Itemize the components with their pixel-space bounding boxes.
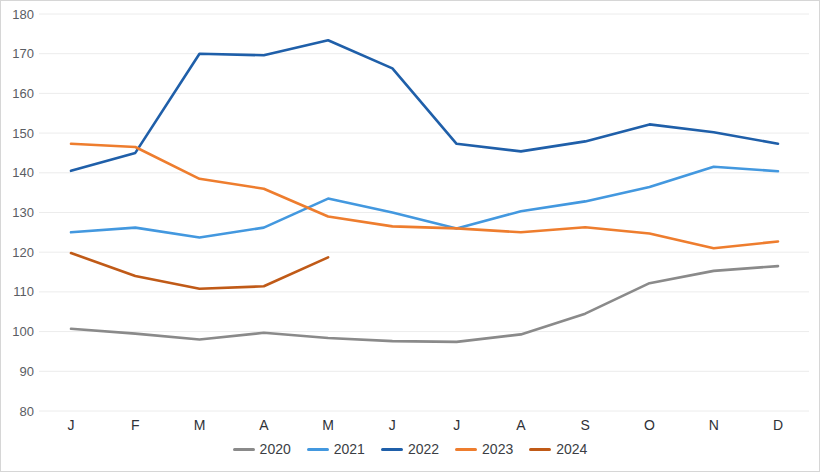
x-axis-month-label: D — [773, 417, 783, 433]
legend-swatch-2024 — [529, 448, 551, 451]
x-axis-month-label: J — [68, 417, 75, 433]
x-axis-month-label: M — [194, 417, 206, 433]
legend-item-2022: 2022 — [381, 441, 439, 457]
legend-item-2023: 2023 — [455, 441, 513, 457]
legend-swatch-2020 — [233, 448, 255, 451]
y-axis-tick-label: 160 — [12, 86, 34, 101]
chart-container: 80 90 100 110 120 130 140 150 160 170 180 J F M A M J J A S… — [0, 0, 820, 472]
y-axis-tick-label: 130 — [12, 205, 34, 220]
x-axis-month-label: J — [453, 417, 460, 433]
y-axis-tick-label: 90 — [20, 364, 34, 379]
y-axis-tick-label: 140 — [12, 165, 34, 180]
x-axis-month-label: F — [131, 417, 140, 433]
legend-item-2021: 2021 — [307, 441, 365, 457]
y-axis-tick-label: 120 — [12, 245, 34, 260]
legend-label-2024: 2024 — [556, 441, 587, 457]
legend-label-2022: 2022 — [408, 441, 439, 457]
x-axis-month-label: O — [644, 417, 655, 433]
y-axis-tick-label: 80 — [20, 404, 34, 419]
legend-swatch-2022 — [381, 448, 403, 451]
legend-item-2020: 2020 — [233, 441, 291, 457]
legend-label-2020: 2020 — [260, 441, 291, 457]
x-axis-month-label: M — [322, 417, 334, 433]
legend-item-2024: 2024 — [529, 441, 587, 457]
y-axis-tick-label: 110 — [13, 284, 34, 299]
x-axis-month-label: N — [709, 417, 719, 433]
y-axis-tick-label: 100 — [12, 324, 34, 339]
legend-label-2021: 2021 — [334, 441, 365, 457]
line-chart: 80 90 100 110 120 130 140 150 160 170 180 J F M A M J J A S… — [1, 1, 820, 472]
chart-legend: 2020 2021 2022 2023 2024 — [1, 441, 819, 457]
series-line-2023 — [71, 144, 778, 248]
x-axis-month-label: J — [389, 417, 396, 433]
legend-swatch-2021 — [307, 448, 329, 451]
y-axis-tick-label: 150 — [12, 126, 34, 141]
series-line-2020 — [71, 266, 778, 342]
series-line-2022 — [71, 40, 778, 171]
y-axis-tick-label: 180 — [12, 7, 34, 22]
x-axis-month-label: S — [581, 417, 590, 433]
x-axis-month-label: A — [516, 417, 526, 433]
series-line-2024 — [71, 253, 328, 289]
legend-label-2023: 2023 — [482, 441, 513, 457]
x-axis-month-label: A — [259, 417, 269, 433]
y-axis-tick-label: 170 — [12, 46, 34, 61]
legend-swatch-2023 — [455, 448, 477, 451]
